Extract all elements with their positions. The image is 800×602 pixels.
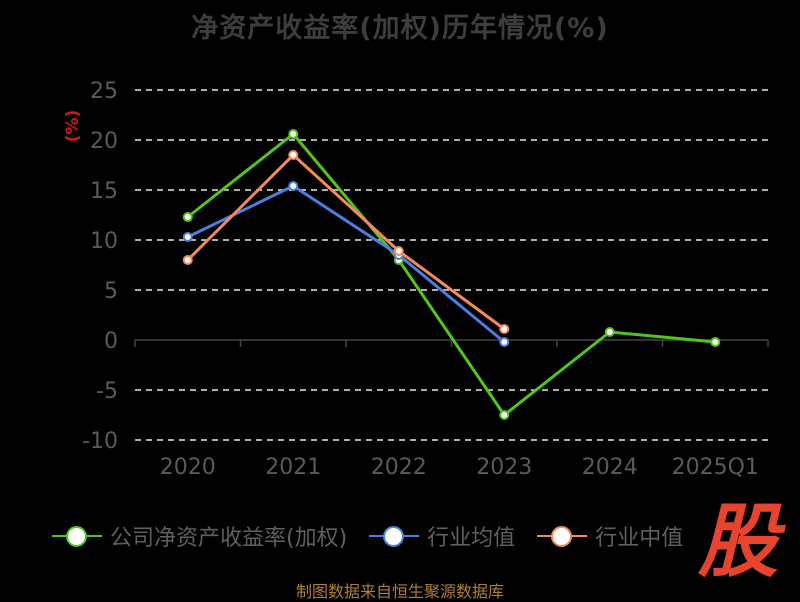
y-tick-label: 5 (104, 279, 118, 304)
series-line (186, 132, 716, 417)
data-point (499, 337, 510, 347)
data-point (288, 150, 299, 160)
legend-label: 公司净资产收益率(加权) (110, 526, 348, 551)
y-tick-label: -5 (96, 379, 118, 404)
legend-label: 行业中值 (595, 526, 684, 551)
y-tick-label: 10 (90, 229, 118, 254)
data-point (393, 246, 404, 256)
data-point (182, 255, 193, 265)
legend-marker-icon (369, 526, 420, 547)
legend-item-industry-median[interactable]: 行业中值 (537, 520, 683, 552)
x-tick-label: 2025Q1 (672, 455, 759, 480)
legend-marker-icon (537, 526, 588, 547)
data-source-note: 制图数据来自恒生聚源数据库 (295, 582, 504, 601)
tick-labels: 25 20 15 10 5 0 -5 -10 2020 2021 2022 2023 2024 2025Q… (82, 79, 759, 480)
y-tick-label: -10 (82, 429, 118, 454)
data-point (182, 232, 193, 242)
data-point (499, 410, 510, 420)
data-point (288, 129, 299, 139)
data-point (499, 324, 510, 334)
axes (134, 339, 769, 347)
stock-logo-watermark: 股 (690, 497, 786, 587)
x-tick-label: 2023 (476, 455, 532, 480)
legend-marker-icon (52, 526, 102, 547)
data-point (288, 181, 299, 191)
x-tick-label: 2021 (265, 455, 321, 480)
x-tick-label: 2024 (582, 455, 638, 480)
data-point (182, 212, 193, 222)
legend: 公司净资产收益率(加权) 行业均值 行业中值 (52, 520, 705, 552)
x-tick-label: 2022 (371, 455, 427, 480)
legend-label: 行业均值 (427, 526, 516, 551)
y-tick-label: 0 (104, 329, 118, 354)
series-line (186, 153, 506, 331)
y-axis-label: (%) (63, 110, 83, 143)
grid-lines (135, 89, 768, 441)
data-point (710, 337, 721, 347)
series-line (187, 184, 506, 344)
y-tick-label: 15 (90, 179, 118, 204)
y-tick-label: 25 (90, 79, 118, 104)
legend-item-company-roe[interactable]: 公司净资产收益率(加权) (52, 520, 347, 552)
series-lines (182, 129, 721, 420)
data-point (604, 327, 615, 337)
x-tick-label: 2020 (160, 455, 216, 480)
y-tick-label: 20 (90, 129, 118, 154)
legend-item-industry-mean[interactable]: 行业均值 (369, 520, 515, 552)
chart-title: 净资产收益率(加权)历年情况(%) (191, 13, 609, 44)
